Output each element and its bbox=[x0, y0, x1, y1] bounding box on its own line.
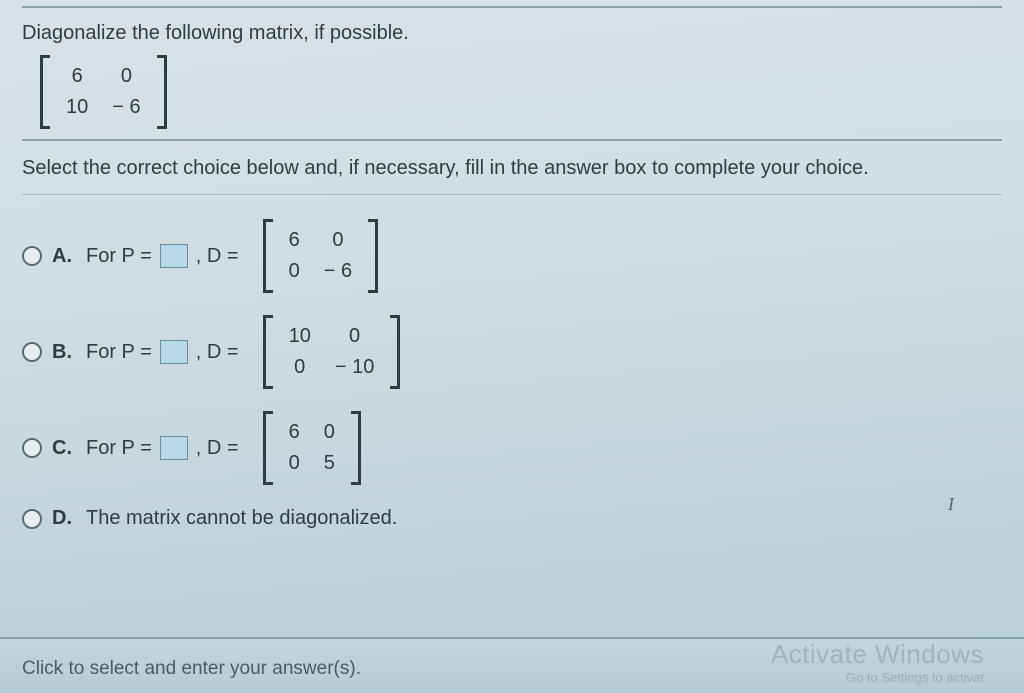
choice-text-only: The matrix cannot be diagonalized. bbox=[86, 507, 397, 530]
matrix-cell: − 6 bbox=[312, 256, 364, 287]
radio-button[interactable] bbox=[22, 509, 42, 529]
choice-row[interactable]: D. The matrix cannot be diagonalized. bbox=[22, 507, 1002, 530]
matrix-cell: − 10 bbox=[323, 352, 386, 383]
matrix-cell: 0 bbox=[277, 256, 312, 287]
choice-mid: , D = bbox=[196, 437, 239, 460]
matrix-cell: 5 bbox=[312, 448, 347, 479]
choice-body: For P = , D = 600− 6 bbox=[86, 219, 378, 293]
choice-row[interactable]: A. For P = , D = 600− 6 bbox=[22, 219, 1002, 293]
choice-body: For P = , D = 1000− 10 bbox=[86, 315, 400, 389]
matrix-cell: 10 bbox=[54, 92, 100, 123]
matrix-cell: 0 bbox=[323, 321, 386, 352]
choice-body: The matrix cannot be diagonalized. bbox=[86, 507, 397, 530]
matrix-cell: 6 bbox=[277, 417, 312, 448]
matrix-cell: 0 bbox=[312, 225, 364, 256]
choice-mid: , D = bbox=[196, 245, 239, 268]
radio-button[interactable] bbox=[22, 246, 42, 266]
matrix-cell: 0 bbox=[100, 61, 152, 92]
answer-blank[interactable] bbox=[160, 340, 188, 364]
matrix-cell: 0 bbox=[312, 417, 347, 448]
choice-matrix: 6005 bbox=[263, 411, 361, 485]
choice-letter: A. bbox=[52, 245, 76, 268]
choice-body: For P = , D = 6005 bbox=[86, 411, 361, 485]
choice-letter: D. bbox=[52, 507, 76, 530]
instruction-text: Select the correct choice below and, if … bbox=[22, 141, 1002, 195]
choice-list: A.For P =, D =600− 6B.For P =, D =1000− … bbox=[22, 195, 1002, 530]
choice-prefix: For P = bbox=[86, 341, 152, 364]
question-block: Diagonalize the following matrix, if pos… bbox=[22, 8, 1002, 141]
footer-bar: Click to select and enter your answer(s)… bbox=[0, 637, 1024, 693]
choice-mid: , D = bbox=[196, 341, 239, 364]
radio-button[interactable] bbox=[22, 342, 42, 362]
question-matrix: 6010− 6 bbox=[40, 55, 167, 129]
choice-matrix: 1000− 10 bbox=[263, 315, 401, 389]
choice-letter: B. bbox=[52, 341, 76, 364]
matrix-cell: − 6 bbox=[100, 92, 152, 123]
matrix-cell: 0 bbox=[277, 448, 312, 479]
question-prompt: Diagonalize the following matrix, if pos… bbox=[22, 22, 1002, 45]
matrix-cell: 10 bbox=[277, 321, 323, 352]
cursor-glyph: I bbox=[948, 494, 954, 515]
choice-row[interactable]: C. For P = , D = 6005 bbox=[22, 411, 1002, 485]
answer-blank[interactable] bbox=[160, 436, 188, 460]
footer-text: Click to select and enter your answer(s)… bbox=[22, 658, 361, 680]
choice-prefix: For P = bbox=[86, 245, 152, 268]
choice-prefix: For P = bbox=[86, 437, 152, 460]
matrix-cell: 6 bbox=[54, 61, 100, 92]
matrix-cell: 0 bbox=[277, 352, 323, 383]
answer-blank[interactable] bbox=[160, 244, 188, 268]
choice-matrix: 600− 6 bbox=[263, 219, 378, 293]
choice-letter: C. bbox=[52, 437, 76, 460]
choice-row[interactable]: B. For P = , D = 1000− 10 bbox=[22, 315, 1002, 389]
radio-button[interactable] bbox=[22, 438, 42, 458]
matrix-cell: 6 bbox=[277, 225, 312, 256]
